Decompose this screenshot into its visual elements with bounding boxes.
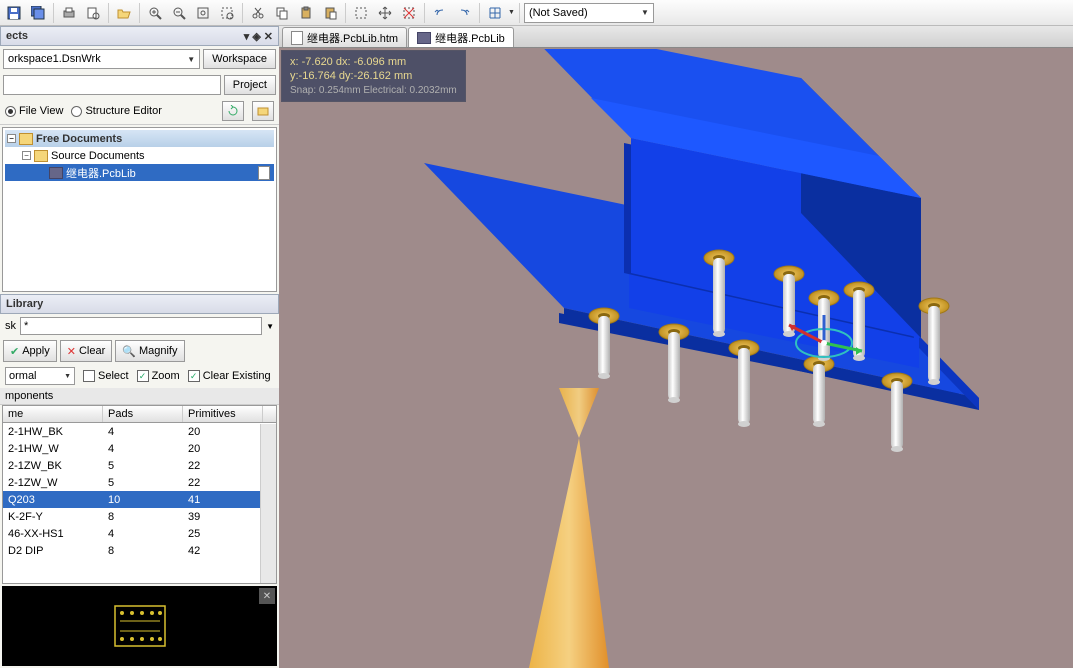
chevron-down-icon[interactable]: ▼: [266, 322, 274, 331]
zoom-fit-icon[interactable]: [192, 2, 214, 24]
projects-panel-header: ects ▾ ◈ ✕: [0, 26, 279, 46]
select-checkbox[interactable]: Select: [83, 370, 129, 382]
magnify-button[interactable]: 🔍Magnify: [115, 340, 184, 362]
table-row[interactable]: 46-XX-HS1425: [3, 525, 276, 542]
left-panel: ects ▾ ◈ ✕ orkspace1.DsnWrk ▼ Workspace …: [0, 26, 279, 668]
chevron-down-icon: ▼: [187, 55, 195, 64]
grid-dropdown-icon[interactable]: ▼: [508, 9, 515, 16]
3d-viewport[interactable]: x: -7.620 dx: -6.096 mm y:-16.764 dy:-26…: [279, 48, 1073, 668]
footprint-preview-icon: [110, 601, 170, 651]
projects-title: ects: [6, 30, 28, 42]
project-combo[interactable]: [3, 75, 221, 95]
zoom-in-icon[interactable]: [144, 2, 166, 24]
components-table: me Pads Primitives 2-1HW_BK4202-1HW_W420…: [2, 405, 277, 584]
tab-pcblib-htm[interactable]: 继电器.PcbLib.htm: [282, 27, 407, 47]
col-pads[interactable]: Pads: [103, 406, 183, 422]
tree-root-free-documents[interactable]: − Free Documents: [5, 130, 274, 147]
table-row[interactable]: K-2F-Y839: [3, 508, 276, 525]
cut-icon[interactable]: [247, 2, 269, 24]
save-all-icon[interactable]: [27, 2, 49, 24]
save-icon[interactable]: [3, 2, 25, 24]
document-icon: [258, 166, 270, 180]
mode-combo[interactable]: ormal▼: [5, 367, 75, 385]
apply-button[interactable]: ✔Apply: [3, 340, 57, 362]
tab-pcblib[interactable]: 继电器.PcbLib: [408, 27, 514, 47]
preview-close-icon[interactable]: ✕: [259, 588, 275, 604]
pcblib-icon: [417, 32, 431, 44]
refresh-icon[interactable]: [222, 101, 244, 121]
grid-icon[interactable]: [484, 2, 506, 24]
zoom-checkbox[interactable]: ✓Zoom: [137, 370, 180, 382]
table-row[interactable]: 2-1HW_W420: [3, 440, 276, 457]
3d-scene: [279, 48, 1073, 668]
print-preview-icon[interactable]: [82, 2, 104, 24]
open-icon[interactable]: [113, 2, 135, 24]
document-tabs: 继电器.PcbLib.htm 继电器.PcbLib: [279, 26, 1073, 48]
redo-icon[interactable]: [453, 2, 475, 24]
paste-icon[interactable]: [295, 2, 317, 24]
workspace-combo[interactable]: orkspace1.DsnWrk ▼: [3, 49, 200, 69]
deselect-icon[interactable]: [398, 2, 420, 24]
paste-special-icon[interactable]: [319, 2, 341, 24]
component-preview: ✕: [2, 586, 277, 666]
workspace-button[interactable]: Workspace: [203, 49, 276, 69]
scrollbar[interactable]: [260, 424, 276, 583]
panel-pin-icon[interactable]: ◈: [252, 30, 260, 43]
components-label: mponents: [0, 388, 279, 405]
workspace-name: orkspace1.DsnWrk: [8, 53, 101, 65]
folder-icon: [34, 150, 48, 162]
select-rect-icon[interactable]: [350, 2, 372, 24]
library-title: Library: [6, 298, 43, 310]
library-panel-header: Library: [0, 294, 279, 314]
collapse-icon[interactable]: −: [7, 134, 16, 143]
folder-icon: [19, 133, 33, 145]
mask-input[interactable]: [20, 317, 262, 335]
undo-icon[interactable]: [429, 2, 451, 24]
panel-menu-icon[interactable]: ▾: [244, 30, 250, 43]
table-row[interactable]: 2-1HW_BK420: [3, 423, 276, 440]
mask-label: sk: [5, 320, 16, 332]
zoom-select-icon[interactable]: [216, 2, 238, 24]
move-icon[interactable]: [374, 2, 396, 24]
save-state-text: (Not Saved): [529, 7, 588, 19]
print-icon[interactable]: [58, 2, 80, 24]
file-view-radio[interactable]: File View: [5, 105, 63, 117]
collapse-icon[interactable]: −: [22, 151, 31, 160]
clear-button[interactable]: ✕Clear: [60, 340, 113, 362]
clear-existing-checkbox[interactable]: ✓Clear Existing: [188, 370, 271, 382]
chevron-down-icon: ▼: [641, 8, 649, 17]
col-name[interactable]: me: [3, 406, 103, 422]
right-panel: 继电器.PcbLib.htm 继电器.PcbLib x: -7.620 dx: …: [279, 26, 1073, 668]
table-row[interactable]: 2-1ZW_W522: [3, 474, 276, 491]
main-toolbar: ▼ (Not Saved) ▼: [0, 0, 1073, 26]
col-primitives[interactable]: Primitives: [183, 406, 263, 422]
folder-options-icon[interactable]: [252, 101, 274, 121]
table-row[interactable]: 2-1ZW_BK522: [3, 457, 276, 474]
table-row[interactable]: Q2031041: [3, 491, 276, 508]
project-button[interactable]: Project: [224, 75, 276, 95]
structure-editor-radio[interactable]: Structure Editor: [71, 105, 161, 117]
project-tree[interactable]: − Free Documents − Source Documents 继电器.…: [2, 127, 277, 292]
table-row[interactable]: D2 DIP842: [3, 542, 276, 559]
pcblib-icon: [49, 167, 63, 179]
html-icon: [291, 31, 303, 45]
copy-icon[interactable]: [271, 2, 293, 24]
save-state-combo[interactable]: (Not Saved) ▼: [524, 3, 654, 23]
table-header: me Pads Primitives: [3, 406, 276, 423]
zoom-out-icon[interactable]: [168, 2, 190, 24]
tree-file-pcblib[interactable]: 继电器.PcbLib: [5, 164, 274, 181]
panel-close-icon[interactable]: ✕: [264, 30, 273, 43]
tree-source-documents[interactable]: − Source Documents: [5, 147, 274, 164]
